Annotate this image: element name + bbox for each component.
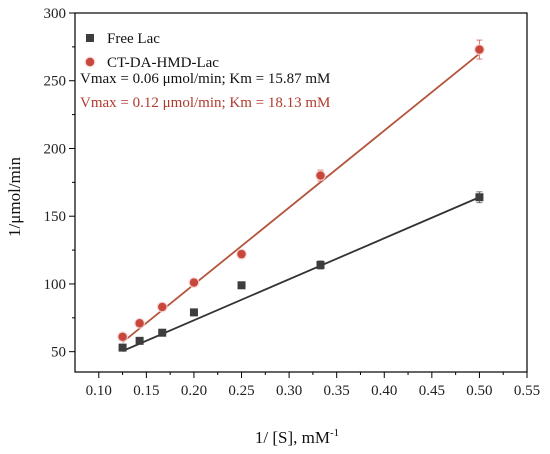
x-tick-label: 0.50 xyxy=(466,383,492,399)
x-axis-ticks: 0.10 0.15 0.20 0.25 0.30 0.35 0.40 0.45 0.50 0.55 xyxy=(86,372,540,399)
y-tick-label: 100 xyxy=(44,277,67,293)
y-tick-label: 150 xyxy=(44,209,67,225)
legend-label-free-lac: Free Lac xyxy=(107,31,160,47)
x-axis-title-main: 1/ [S], mM xyxy=(255,428,330,447)
x-tick-label: 0.45 xyxy=(419,383,445,399)
data-point-ct-da-hmd-lac xyxy=(475,45,484,54)
legend-label-ct-da-hmd-lac: CT-DA-HMD-Lac xyxy=(107,55,219,71)
data-point-free-lac xyxy=(316,260,325,269)
x-tick-label: 0.40 xyxy=(371,383,397,399)
fit-line-free-lac xyxy=(122,196,480,352)
x-tick-label: 0.25 xyxy=(228,383,254,399)
x-tick-label: 0.30 xyxy=(276,383,302,399)
y-axis-ticks: 50 100 150 200 250 300 xyxy=(44,6,75,361)
y-tick-label: 50 xyxy=(51,345,66,361)
data-point-ct-da-hmd-lac xyxy=(158,302,167,312)
data-point-free-lac xyxy=(475,193,484,202)
plot-frame xyxy=(74,12,528,373)
x-tick-label: 0.10 xyxy=(86,383,112,399)
plot-border xyxy=(74,12,528,373)
data-point-ct-da-hmd-lac xyxy=(135,319,144,328)
y-tick-label: 250 xyxy=(44,74,67,90)
data-point-free-lac xyxy=(158,328,167,337)
data-point-ct-da-hmd-lac xyxy=(189,278,199,287)
y-axis-title: 1/μmol/min xyxy=(5,157,24,237)
data-points xyxy=(117,39,485,352)
data-point-ct-da-hmd-lac xyxy=(237,249,246,259)
legend-marker-free-lac xyxy=(86,34,94,42)
data-point-free-lac xyxy=(135,336,144,345)
x-tick-label: 0.15 xyxy=(133,383,159,399)
data-point-ct-da-hmd-lac xyxy=(316,171,325,180)
legend-marker-ct-da-hmd-lac xyxy=(85,57,95,67)
x-axis-title-sup: -1 xyxy=(330,427,339,439)
x-axis-title: 1/ [S], mM-1 xyxy=(255,427,339,447)
x-tick-label: 0.20 xyxy=(181,383,207,399)
data-point-free-lac xyxy=(118,343,127,352)
data-point-free-lac xyxy=(189,308,198,317)
x-tick-label: 0.55 xyxy=(514,383,540,399)
legend: Free Lac CT-DA-HMD-Lac xyxy=(84,31,219,71)
data-point-free-lac xyxy=(237,281,246,290)
fit-lines xyxy=(122,52,480,352)
y-tick-label: 200 xyxy=(44,141,67,157)
annotation-kinetics-1: Vmax = 0.06 μmol/min; Km = 15.87 mM xyxy=(80,71,330,87)
y-tick-label: 300 xyxy=(44,6,67,22)
x-tick-label: 0.35 xyxy=(324,383,350,399)
fit-line-ct-da-hmd-lac xyxy=(122,52,480,343)
data-point-ct-da-hmd-lac xyxy=(118,332,127,341)
annotations: Vmax = 0.06 μmol/min; Km = 15.87 mM Vmax … xyxy=(80,71,330,111)
annotation-kinetics-2: Vmax = 0.12 μmol/min; Km = 18.13 mM xyxy=(80,95,330,111)
